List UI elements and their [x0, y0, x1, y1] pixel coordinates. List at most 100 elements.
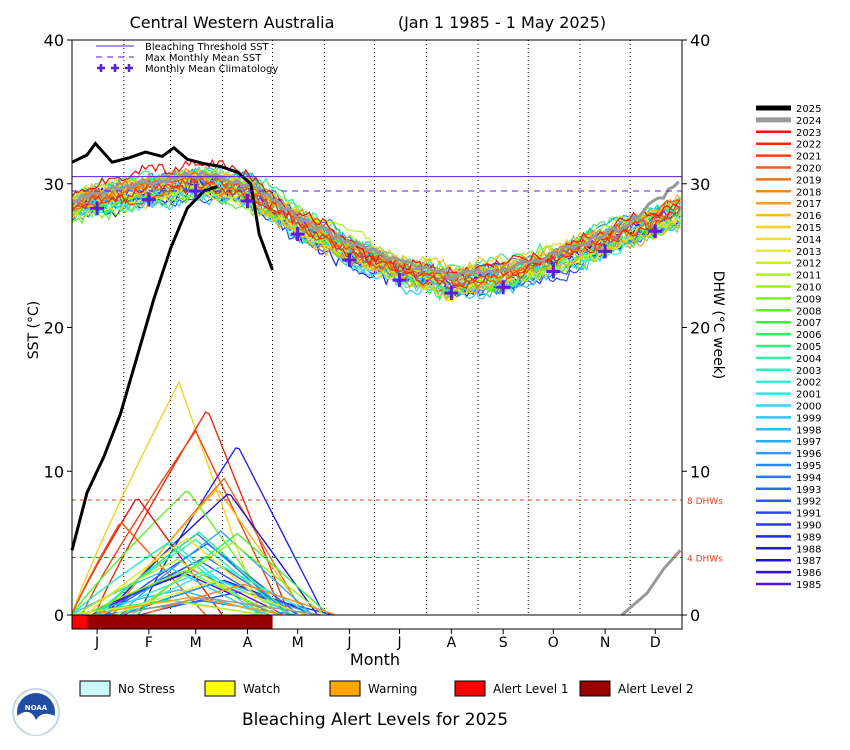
alert-label: Watch — [243, 682, 280, 696]
alert-swatch — [454, 680, 486, 697]
legend-swatch-plus — [125, 64, 133, 72]
dhw-line-2024 — [120, 597, 322, 616]
year-label-2025: 2025 — [796, 104, 821, 115]
y-axis-label-left: SST (°C) — [26, 301, 42, 359]
dhw-line-2023 — [71, 498, 223, 616]
climatology-marker — [290, 227, 305, 242]
alert-bar-segment — [72, 615, 88, 629]
dhw-line-2010 — [131, 541, 324, 616]
plot-frame — [71, 39, 683, 630]
year-label-2014: 2014 — [796, 235, 821, 246]
dhw-series — [70, 185, 682, 617]
year-label-2016: 2016 — [796, 211, 821, 222]
y-axis-label-right: DHW (°C week) — [710, 271, 726, 380]
year-label-2022: 2022 — [796, 140, 821, 151]
plot-background — [72, 40, 682, 615]
climatology-marker — [546, 264, 561, 279]
year-label-2001: 2001 — [796, 390, 821, 401]
x-tick-label: J — [94, 635, 99, 651]
legend-label: Max Monthly Mean SST — [145, 53, 262, 64]
dhw-line-2015 — [71, 380, 260, 616]
alert-label: Alert Level 1 — [493, 682, 569, 696]
climatology-marker — [598, 244, 613, 259]
year-label-1991: 1991 — [796, 509, 821, 520]
alert-swatch — [204, 680, 236, 697]
x-tick-label: A — [243, 635, 253, 651]
year-label-1997: 1997 — [796, 437, 821, 448]
year-label-1985: 1985 — [796, 580, 821, 591]
legend-swatch-plus — [97, 64, 105, 72]
dhw-line-2014 — [86, 537, 279, 616]
alert-swatch — [79, 680, 111, 697]
logo-text: NOAA — [25, 704, 48, 712]
y-tick-label-left: 20 — [44, 319, 64, 338]
year-label-2023: 2023 — [796, 128, 821, 139]
legend-label: Bleaching Threshold SST — [145, 42, 270, 53]
x-tick-label: A — [447, 635, 457, 651]
x-tick-label: M — [292, 635, 304, 651]
year-label-1995: 1995 — [796, 461, 821, 472]
dhw-line-2025 — [70, 185, 218, 551]
year-label-2010: 2010 — [796, 283, 821, 294]
dhw-line-2013 — [113, 580, 305, 616]
year-label-2013: 2013 — [796, 247, 821, 258]
year-label-1989: 1989 — [796, 532, 821, 543]
year-label-1996: 1996 — [796, 449, 821, 460]
x-tick-label: D — [650, 635, 661, 651]
noaa-logo: NOAA — [12, 688, 60, 736]
year-label-2020: 2020 — [796, 164, 821, 175]
dhw-line-2018 — [143, 583, 335, 616]
year-label-2011: 2011 — [796, 271, 821, 282]
climatology-marker — [90, 201, 105, 216]
y-tick-label-left: 30 — [44, 175, 64, 194]
alert-label: No Stress — [118, 682, 175, 696]
year-label-2021: 2021 — [796, 152, 821, 163]
climatology-marker — [648, 224, 663, 239]
dhw-line-1997 — [119, 530, 312, 616]
plot-area — [72, 40, 682, 615]
y-tick-label-right: 30 — [690, 175, 710, 194]
sst-line-2022 — [71, 178, 681, 290]
dhw-line-1989 — [138, 447, 324, 616]
dhw-line-1993 — [104, 555, 297, 616]
year-label-2007: 2007 — [796, 318, 821, 329]
year-label-2003: 2003 — [796, 366, 821, 377]
x-tick-label: S — [499, 635, 508, 651]
dhw-threshold-label: 4 DHWs — [687, 555, 723, 565]
year-label-2002: 2002 — [796, 378, 821, 389]
x-tick-label: M — [190, 635, 202, 651]
year-label-2008: 2008 — [796, 306, 821, 317]
x-axis-label: Month — [350, 650, 400, 669]
dhw-line-2009 — [85, 569, 277, 616]
alert-level-legend: No Stress Watch Warning Alert Level 1 Alert … — [79, 680, 694, 697]
alert-swatch — [579, 680, 611, 697]
alert-swatch — [329, 680, 361, 697]
x-tick-label: J — [346, 635, 351, 651]
x-tick-label: F — [145, 635, 153, 651]
year-legend: 2025202420232022202120202019201820172016… — [756, 104, 821, 591]
dhw-line-2005 — [98, 531, 290, 616]
climatology-marker — [342, 252, 357, 267]
legend-swatch-plus — [111, 64, 119, 72]
y-tick-label-right: 40 — [690, 31, 710, 50]
chart-date-range: (Jan 1 1985 - 1 May 2025) — [398, 13, 606, 32]
year-label-2000: 2000 — [796, 402, 821, 413]
y-tick-label-left: 10 — [44, 462, 64, 481]
climatology-marker — [240, 194, 255, 208]
sst-line-2025 — [71, 141, 274, 271]
dhw-line-2024-end — [620, 549, 682, 617]
y-tick-label-right: 0 — [690, 606, 700, 625]
year-label-1999: 1999 — [796, 413, 821, 424]
y-tick-label-right: 20 — [690, 319, 710, 338]
year-label-2005: 2005 — [796, 342, 821, 353]
dhw-line-2021 — [81, 429, 284, 616]
footer-title: Bleaching Alert Levels for 2025 — [242, 710, 508, 730]
axes: 0 0 10 10 20 20 30 30 40 40 J F M A M J J A S O N D — [44, 31, 711, 651]
alert-level-bar-2025 — [71, 614, 683, 630]
year-label-2009: 2009 — [796, 294, 821, 305]
year-label-2019: 2019 — [796, 175, 821, 186]
y-tick-label-left: 0 — [54, 606, 64, 625]
x-tick-label: N — [600, 635, 610, 651]
